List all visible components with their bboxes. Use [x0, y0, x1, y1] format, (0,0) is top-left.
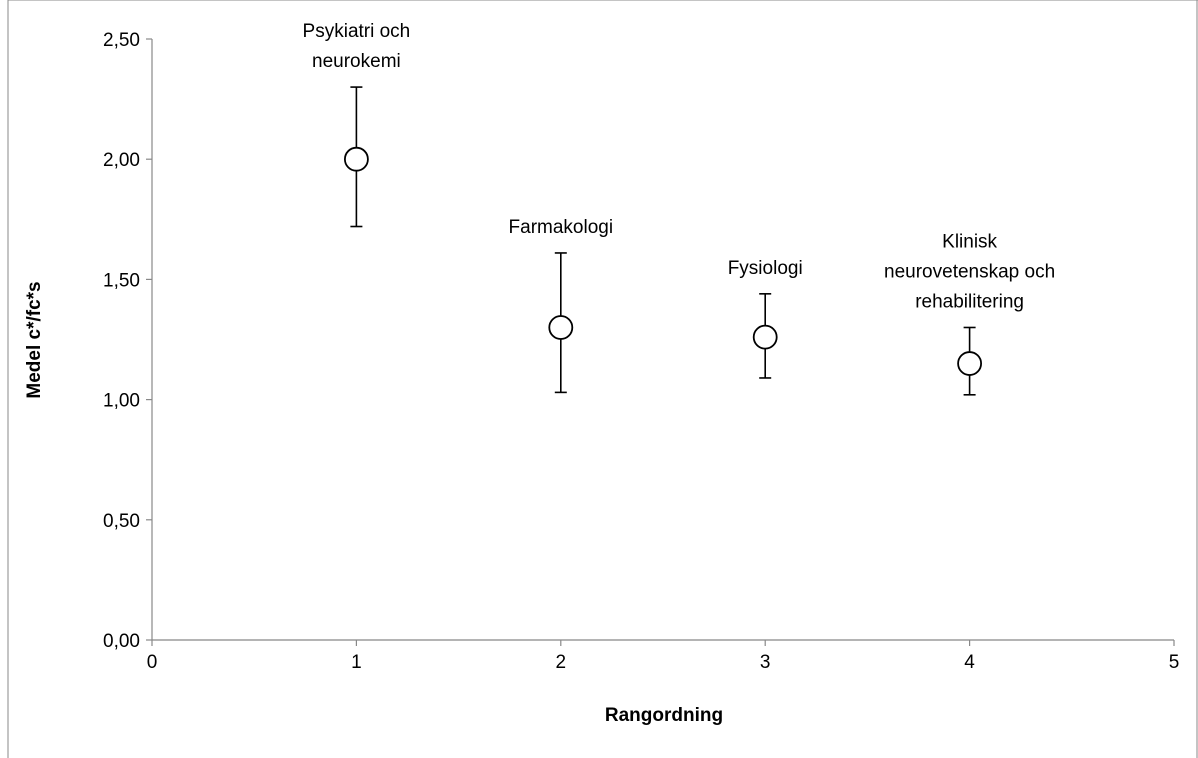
data-point-marker: [957, 351, 982, 376]
point-label-line: neurovetenskap och: [884, 261, 1055, 282]
axes: [151, 39, 1174, 641]
x-tick-label: 3: [760, 652, 771, 673]
point-label-line: neurokemi: [312, 51, 401, 72]
x-tick-label: 0: [147, 652, 158, 673]
point-label-line: Psykiatri och: [303, 21, 411, 42]
x-tick-label: 2: [556, 652, 567, 673]
point-label-line: Klinisk: [942, 231, 997, 252]
point-label: Farmakologi: [509, 217, 614, 238]
y-tick-label: 1,50: [103, 270, 140, 291]
data-point-marker: [548, 315, 574, 340]
point-label-line: rehabilitering: [915, 291, 1024, 312]
point-label-line: Fysiologi: [728, 258, 803, 279]
data-point-marker: [343, 146, 369, 172]
chart-border: [7, 0, 1198, 758]
y-axis-ticks: 0,00 0,50 1,00 1,50 2,00 2,50: [103, 30, 152, 652]
x-tick-label: 1: [351, 652, 362, 673]
data-point-marker: [752, 324, 778, 350]
y-axis-title: Medel c*/fc*s: [24, 281, 45, 398]
data-points: [343, 86, 982, 396]
y-tick-label: 1,00: [103, 391, 140, 412]
point-label: Klinisk neurovetenskap och rehabilitering: [884, 231, 1055, 312]
y-tick-label: 2,50: [103, 30, 140, 51]
y-tick-label: 0,00: [103, 631, 140, 652]
point-label: Psykiatri och neurokemi: [303, 21, 411, 72]
x-tick-label: 5: [1169, 652, 1180, 673]
x-axis-ticks: 0 1 2 3 4 5: [147, 640, 1180, 673]
point-label-line: Farmakologi: [509, 217, 614, 238]
y-tick-label: 0,50: [103, 511, 140, 532]
point-label: Fysiologi: [728, 258, 803, 279]
x-axis-title: Rangordning: [605, 705, 723, 726]
x-tick-label: 4: [964, 652, 975, 673]
point-labels: Psykiatri och neurokemi Farmakologi Fysiolo…: [303, 21, 1056, 312]
y-tick-label: 2,00: [103, 150, 140, 171]
